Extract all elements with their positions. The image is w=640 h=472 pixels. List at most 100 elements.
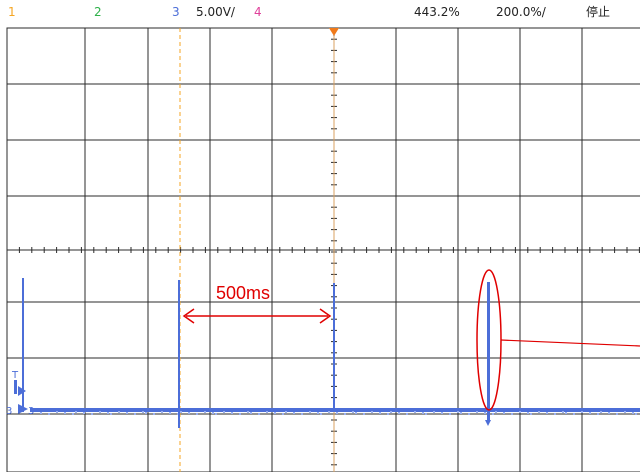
noise-dot: [317, 412, 319, 414]
noise-dot: [484, 412, 486, 414]
interval-arrow-left-icon: [182, 308, 195, 324]
noise-dot: [72, 413, 74, 415]
noise-dot: [110, 413, 112, 415]
noise-dot: [363, 413, 365, 415]
noise-dot: [107, 412, 109, 414]
channel-3-scale[interactable]: 5.00V/: [196, 5, 235, 19]
noise-dot: [99, 411, 101, 413]
timebase-scale[interactable]: 200.0%/: [496, 5, 546, 19]
status-bar: 1 2 3 5.00V/ 4 443.2% 200.0%/ 停止: [0, 0, 640, 26]
noise-dot: [40, 412, 42, 414]
noise-dot: [573, 413, 575, 415]
channel-markers[interactable]: T 3 3: [6, 370, 34, 417]
graticule-center-axes: [7, 28, 640, 472]
noise-dot: [387, 413, 389, 415]
noise-dot: [83, 412, 85, 414]
channel-3-indicator[interactable]: 3: [172, 5, 180, 19]
noise-dot: [48, 413, 50, 415]
annotation-interval: [182, 308, 332, 324]
noise-dot: [352, 411, 354, 413]
channel-2-indicator[interactable]: 2: [94, 5, 102, 19]
noise-dot: [196, 413, 198, 415]
noise-dot: [460, 412, 462, 414]
ch3-pulse-1: [22, 278, 24, 412]
noise-dot: [492, 413, 494, 415]
channel-3-offset-label: 3: [28, 406, 34, 417]
noise-dot: [406, 413, 408, 415]
noise-dot: [600, 411, 602, 413]
channel-3-ground-arrow-icon: [18, 404, 28, 414]
noise-dot: [597, 413, 599, 415]
channel-3-ground-marker: 3: [6, 406, 12, 417]
noise-dot: [511, 413, 513, 415]
noise-dot: [293, 412, 295, 414]
noise-dot: [258, 413, 260, 415]
trigger-level-bar: [14, 380, 17, 394]
noise-dot: [142, 411, 144, 413]
noise-dot: [274, 412, 276, 414]
annotation-pointer-line: [500, 339, 640, 347]
noise-dot: [250, 412, 252, 414]
noise-dot: [495, 411, 497, 413]
noise-dot: [379, 412, 381, 414]
noise-dot: [468, 413, 470, 415]
noise-dot: [457, 411, 459, 413]
noise-dot: [282, 413, 284, 415]
channel-4-indicator[interactable]: 4: [254, 5, 262, 19]
noise-dot: [390, 411, 392, 413]
noise-dot: [285, 411, 287, 413]
noise-dot: [91, 413, 93, 415]
ch3-pulse-3: [333, 283, 335, 412]
noise-dot: [204, 411, 206, 413]
noise-dot: [425, 413, 427, 415]
noise-dot: [145, 412, 147, 414]
noise-dot: [336, 412, 338, 414]
trigger-level-arrow-icon: [18, 386, 26, 396]
noise-dot: [422, 412, 424, 414]
noise-dot: [223, 411, 225, 413]
interval-arrow-right-icon: [319, 308, 332, 324]
noise-dot: [624, 411, 626, 413]
noise-dot: [546, 412, 548, 414]
noise-dot: [355, 412, 357, 414]
noise-dot: [64, 412, 66, 414]
noise-dot: [371, 411, 373, 413]
noise-dot: [616, 413, 618, 415]
noise-dot: [247, 411, 249, 413]
ch3-pulse-4: [487, 282, 490, 420]
noise-dot: [212, 412, 214, 414]
noise-dot: [398, 412, 400, 414]
noise-dot: [301, 413, 303, 415]
noise-dot: [126, 412, 128, 414]
noise-dot: [180, 411, 182, 413]
noise-dot: [56, 411, 58, 413]
noise-dot: [75, 411, 77, 413]
interval-label: 500ms: [216, 283, 271, 303]
noise-dot: [153, 413, 155, 415]
timebase-position[interactable]: 443.2%: [414, 5, 460, 19]
noise-dot: [527, 412, 529, 414]
noise-dot: [608, 412, 610, 414]
ch3-pulse-4-tip: [485, 420, 491, 426]
noise-dot: [538, 411, 540, 413]
noise-dot: [118, 411, 120, 413]
noise-dot: [414, 411, 416, 413]
channel-1-indicator[interactable]: 1: [8, 5, 16, 19]
noise-dot: [565, 412, 567, 414]
run-status[interactable]: 停止: [586, 5, 611, 19]
noise-dot: [530, 413, 532, 415]
noise-dot: [134, 413, 136, 415]
noise-dot: [309, 411, 311, 413]
center-horizontal-ticks: [6, 247, 640, 253]
graticule-horizontal-lines: [7, 83, 640, 415]
trigger-position-marker[interactable]: [329, 28, 339, 36]
noise-dot: [231, 412, 233, 414]
trigger-level-marker: T: [11, 370, 19, 381]
noise-dot: [239, 413, 241, 415]
noise-dot: [320, 413, 322, 415]
noise-dot: [161, 411, 163, 413]
noise-dot: [632, 412, 634, 414]
noise-dot: [449, 413, 451, 415]
noise-dot: [519, 411, 521, 413]
